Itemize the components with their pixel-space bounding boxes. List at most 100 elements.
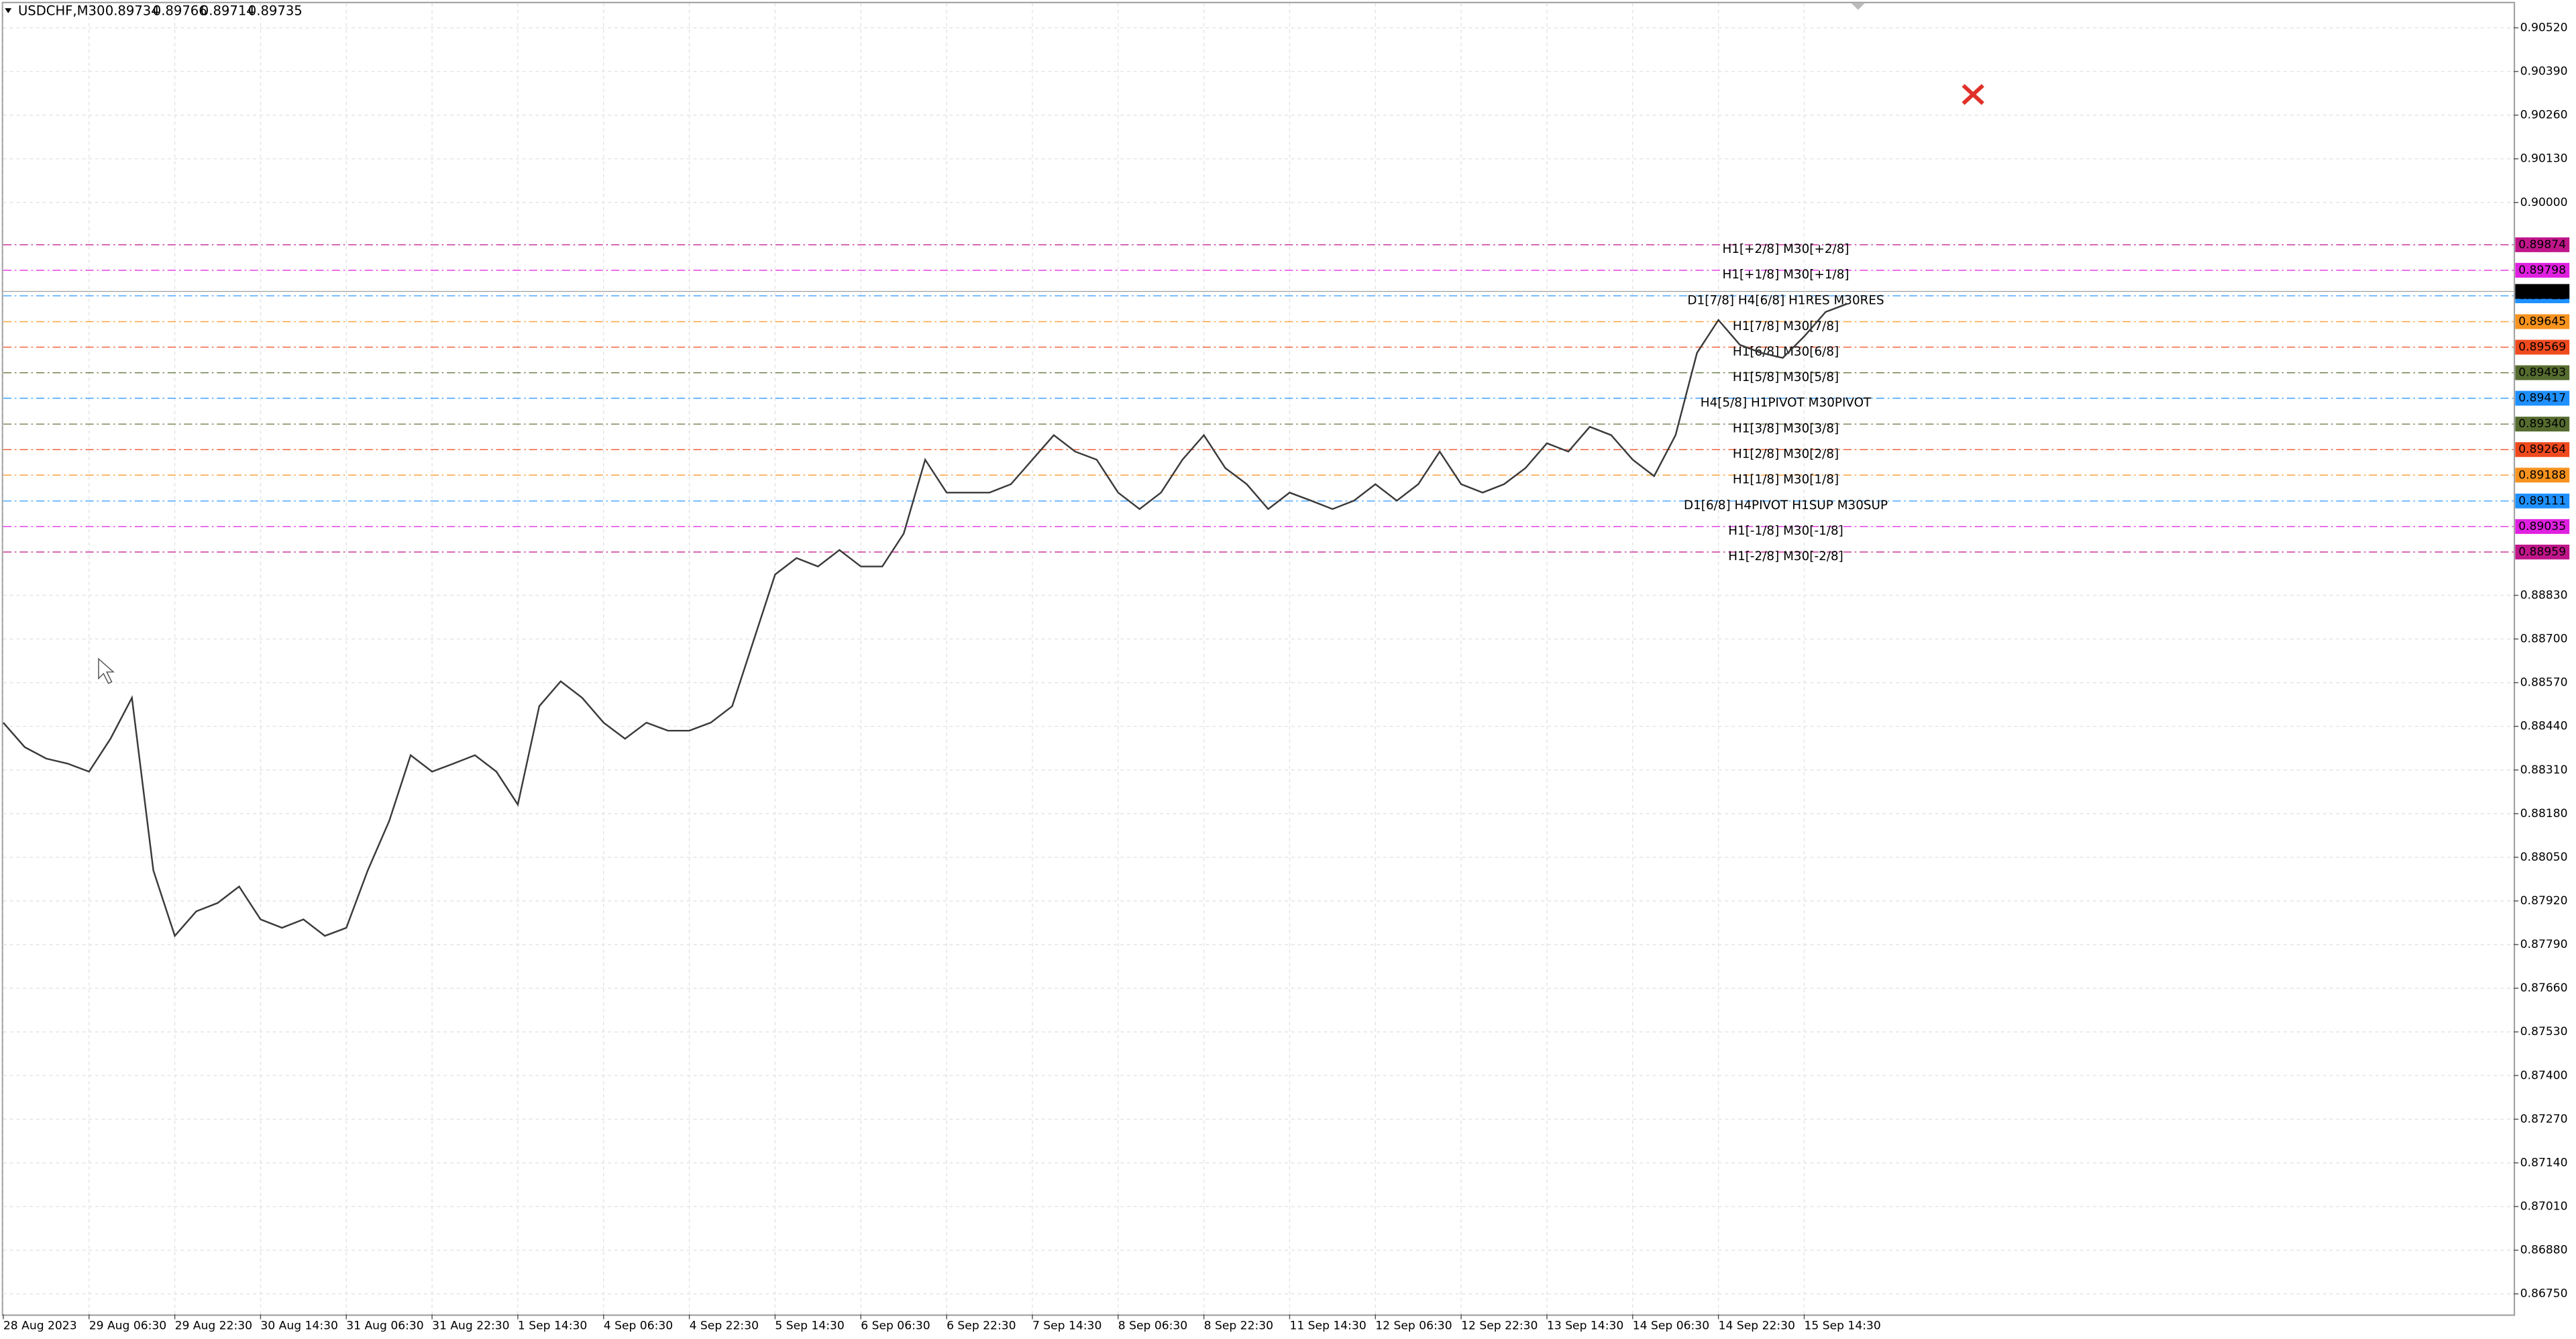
- y-tick-label: 0.87660: [2520, 981, 2568, 995]
- y-tick-label: 0.87920: [2520, 894, 2568, 908]
- level-tag: [2515, 237, 2570, 252]
- symbol-menu[interactable]: [5, 8, 12, 13]
- level-tag-label: 0.88959: [2518, 545, 2566, 559]
- y-tick-label: 0.86750: [2520, 1287, 2568, 1301]
- level-name: H1[5/8] M30[5/8]: [1733, 370, 1839, 384]
- close-icon[interactable]: [1962, 84, 1984, 105]
- level-tag: [2515, 339, 2570, 355]
- level-name: H1[+1/8] M30[+1/8]: [1723, 268, 1849, 282]
- y-tick-label: 0.88830: [2520, 588, 2568, 602]
- grid: [3, 3, 2514, 1315]
- symbol-title: USDCHF,M30: [18, 3, 105, 19]
- quote-value: 0.89735: [248, 3, 303, 19]
- x-tick-label: 29 Aug 06:30: [89, 1319, 166, 1332]
- y-tick-label: 0.90000: [2520, 196, 2568, 209]
- x-tick-label: 12 Sep 22:30: [1461, 1319, 1538, 1332]
- y-tick-label: 0.87400: [2520, 1069, 2568, 1082]
- y-tick-label: 0.88180: [2520, 807, 2568, 820]
- level-name: H1[1/8] M30[1/8]: [1733, 473, 1839, 487]
- level-name: H4[5/8] H1PIVOT M30PIVOT: [1701, 396, 1872, 410]
- quote-value: 0.89766: [153, 3, 207, 19]
- level-tag-label: 0.89417: [2518, 392, 2566, 405]
- current-price-tag: [2515, 284, 2570, 299]
- y-tick-label: 0.87140: [2520, 1156, 2568, 1169]
- price-line: [2, 303, 1847, 938]
- level-tag: [2515, 493, 2570, 508]
- level-tag-label: 0.89798: [2518, 264, 2566, 277]
- x-tick-label: 30 Aug 14:30: [260, 1319, 337, 1332]
- level-tag: [2515, 262, 2570, 278]
- level-tag-label: 0.89645: [2518, 315, 2566, 328]
- x-tick-label: 14 Sep 06:30: [1633, 1319, 1709, 1332]
- x-tick-label: 6 Sep 22:30: [947, 1319, 1016, 1332]
- x-tick-label: 6 Sep 06:30: [861, 1319, 930, 1332]
- y-tick-label: 0.88700: [2520, 633, 2568, 646]
- level-tag: [2515, 442, 2570, 458]
- y-tick-label: 0.87790: [2520, 938, 2568, 951]
- x-tick-label: 4 Sep 22:30: [690, 1319, 759, 1332]
- level-tag: [2515, 468, 2570, 483]
- y-tick-label: 0.90390: [2520, 65, 2568, 78]
- axes: 0.90520 0.90390 0.90260 0.90130 0.90000 0.888…: [3, 21, 2570, 1332]
- level-name: H1[7/8] M30[7/8]: [1733, 319, 1839, 333]
- x-tick-label: 7 Sep 14:30: [1032, 1319, 1102, 1332]
- level-name: H1[6/8] M30[6/8]: [1733, 345, 1839, 359]
- y-tick-label: 0.88440: [2520, 720, 2568, 733]
- level-tag-label: 0.89874: [2518, 238, 2566, 252]
- level-tag-label: 0.89188: [2518, 468, 2566, 482]
- x-tick-label: 31 Aug 22:30: [432, 1319, 509, 1332]
- x-tick-label: 15 Sep 14:30: [1804, 1319, 1880, 1332]
- y-tick-label: 0.88570: [2520, 676, 2568, 690]
- x-tick-label: 8 Sep 06:30: [1118, 1319, 1187, 1332]
- level-tag: [2515, 390, 2570, 406]
- x-tick-label: 31 Aug 06:30: [346, 1319, 423, 1332]
- quote-value: 0.89734: [105, 3, 160, 19]
- level-name: H1[3/8] M30[3/8]: [1733, 422, 1839, 436]
- y-tick-label: 0.90260: [2520, 109, 2568, 122]
- levels: H1[+2/8] M30[+2/8] 0.89874 H1[+1/8] M30[+1…: [3, 237, 2570, 564]
- level-tag-label: 0.89340: [2518, 417, 2566, 431]
- level-name: H1[-2/8] M30[-2/8]: [1728, 549, 1843, 564]
- level-tag-label: 0.89493: [2518, 366, 2566, 380]
- level-name: D1[7/8] H4[6/8] H1RES M30RES: [1687, 293, 1884, 307]
- x-tick-label: 13 Sep 14:30: [1547, 1319, 1623, 1332]
- level-tag-label: 0.89569: [2518, 341, 2566, 354]
- level-tag-label: 0.89264: [2518, 443, 2566, 456]
- x-tick-label: 4 Sep 06:30: [604, 1319, 673, 1332]
- level-name: H1[+2/8] M30[+2/8]: [1723, 242, 1849, 256]
- level-name: H1[-1/8] M30[-1/8]: [1728, 524, 1843, 538]
- level-name: H1[2/8] M30[2/8]: [1733, 447, 1839, 462]
- current-price-label: 0.89735: [2518, 284, 2566, 298]
- x-tick-label: 29 Aug 22:30: [175, 1319, 252, 1332]
- y-tick-label: 0.90130: [2520, 152, 2568, 166]
- x-tick-label: 14 Sep 22:30: [1719, 1319, 1795, 1332]
- level-tag-label: 0.89111: [2518, 494, 2566, 508]
- x-tick-label: 5 Sep 14:30: [775, 1319, 844, 1332]
- level-tag: [2515, 519, 2570, 534]
- y-tick-label: 0.87270: [2520, 1112, 2568, 1126]
- y-tick-label: 0.87010: [2520, 1200, 2568, 1214]
- y-tick-label: 0.86880: [2520, 1244, 2568, 1257]
- level-tag-label: 0.89035: [2518, 520, 2566, 533]
- shift-marker: [1851, 3, 1865, 10]
- x-tick-label: 1 Sep 14:30: [518, 1319, 587, 1332]
- mouse-cursor: [98, 657, 115, 684]
- level-tag: [2515, 544, 2570, 559]
- y-tick-label: 0.88310: [2520, 763, 2568, 777]
- level-tag: [2515, 365, 2570, 380]
- level-tag: [2515, 314, 2570, 329]
- series: [2, 290, 2514, 938]
- level-name: D1[6/8] H4PIVOT H1SUP M30SUP: [1684, 498, 1888, 513]
- plot-frame: [1, 1, 2516, 1316]
- y-tick-label: 0.87530: [2520, 1025, 2568, 1038]
- x-tick-label: 28 Aug 2023: [3, 1319, 77, 1332]
- x-tick-label: 12 Sep 06:30: [1375, 1319, 1452, 1332]
- quote-value: 0.89714: [201, 3, 255, 19]
- level-tag: [2515, 417, 2570, 432]
- x-tick-label: 11 Sep 14:30: [1289, 1319, 1366, 1332]
- x-tick-label: 8 Sep 22:30: [1204, 1319, 1273, 1332]
